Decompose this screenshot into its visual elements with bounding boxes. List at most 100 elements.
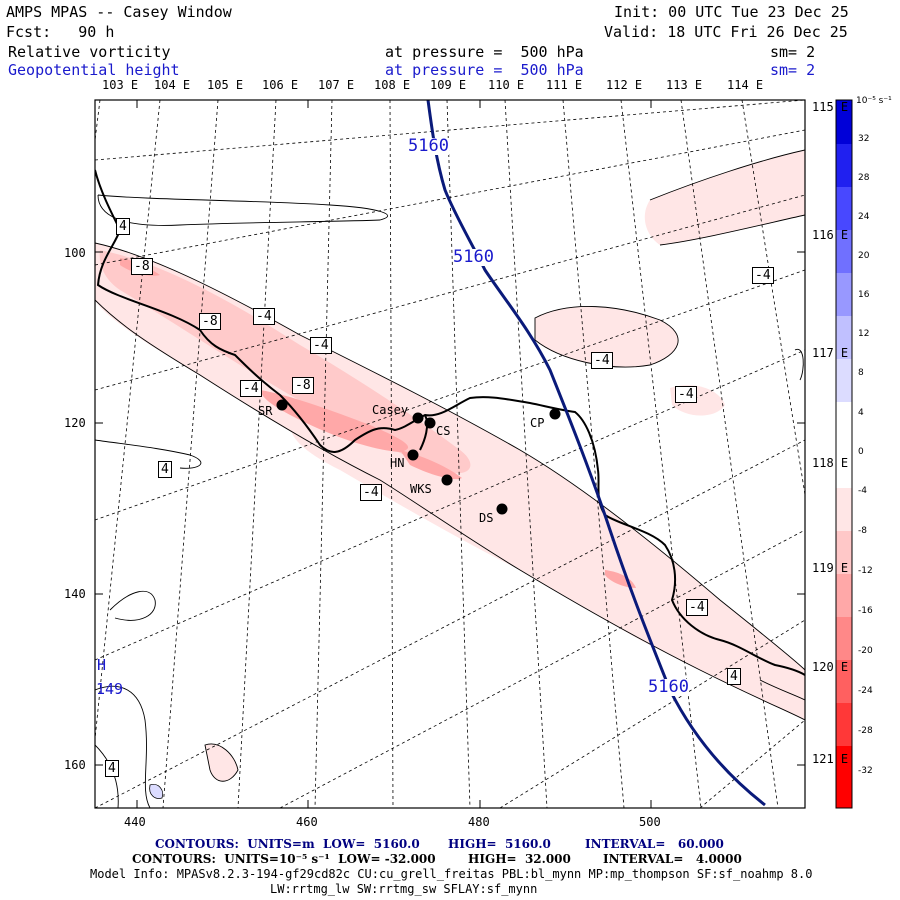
lon-label: 107 E — [318, 78, 355, 92]
right-lon-label: 116 E — [812, 228, 849, 242]
right-lon-label: 120 E — [812, 660, 849, 674]
init-time: Init: 00 UTC Tue 23 Dec 25 — [614, 3, 849, 21]
colorbar-label: -16 — [858, 606, 873, 616]
vort-contour-label: 4 — [105, 760, 119, 777]
right-lon-label: 117 E — [812, 346, 849, 360]
meridian — [680, 100, 779, 808]
footer-vort-contours: CONTOURS: UNITS=10⁻⁵ s⁻¹ LOW= -32.000 — [132, 852, 436, 866]
colorbar-label: -4 — [858, 486, 867, 496]
graticule — [95, 100, 805, 808]
field2-name: Geopotential height — [8, 61, 180, 79]
meridian — [237, 100, 277, 808]
lon-label: 105 E — [207, 78, 244, 92]
vort-contour — [659, 214, 805, 246]
station-dot — [424, 417, 436, 429]
axis-ticks — [95, 100, 805, 808]
vort-contour — [649, 149, 805, 201]
vorticity-contours — [95, 149, 805, 808]
colorbar-label: -12 — [858, 566, 873, 576]
meridian — [504, 100, 548, 808]
y-axis-label: 140 — [64, 587, 86, 601]
vort-contour — [109, 590, 156, 621]
right-lon-label: 119 E — [812, 561, 849, 575]
vort-contour-label: 4 — [158, 461, 172, 478]
footer-vort-high: HIGH= 32.000 — [468, 852, 571, 866]
colorbar-label: 4 — [858, 408, 864, 418]
vort-contour — [794, 348, 804, 381]
vort-contour — [97, 194, 388, 226]
meridian — [389, 100, 394, 808]
parallel — [499, 619, 805, 808]
parallel — [95, 439, 805, 808]
station-label: CS — [436, 424, 451, 438]
vort-band-south — [290, 425, 640, 594]
meridian — [620, 100, 702, 808]
meridian — [446, 100, 471, 808]
meridian — [562, 100, 625, 808]
meridian — [95, 100, 161, 744]
field1-name: Relative vorticity — [8, 43, 171, 61]
footer-vort-interval: INTERVAL= 4.0000 — [603, 852, 742, 866]
vort-contour — [95, 685, 151, 808]
colorbar-label: 16 — [858, 290, 870, 300]
lon-label: 109 E — [430, 78, 467, 92]
vort-spot — [605, 570, 636, 588]
station-label: HN — [390, 456, 405, 470]
colorbar-label: 0 — [858, 447, 864, 457]
parallel — [95, 194, 805, 391]
field1-level: at pressure = 500 hPa — [385, 43, 584, 61]
colorbar-label: -28 — [858, 726, 873, 736]
model-info: Model Info: MPASv8.2.3-194-gf29cd82c CU:… — [90, 867, 813, 881]
parallel — [95, 100, 805, 161]
vort-contour-label: -4 — [253, 308, 275, 325]
footer-height-contours: CONTOURS: UNITS=m LOW= 5160.0 — [155, 837, 420, 851]
x-axis-label: 480 — [468, 815, 490, 829]
station-label: WKS — [410, 482, 432, 496]
model-info-2: LW:rrtmg_lw SW:rrtmg_sw SFLAY:sf_mynn — [270, 882, 538, 896]
vort-contour-label: -4 — [310, 337, 332, 354]
colorbar-label: 20 — [858, 251, 870, 261]
vort-contour — [759, 679, 805, 701]
height-contour-label: 5160 — [453, 247, 494, 267]
x-axis-label: 500 — [639, 815, 661, 829]
field2-level: at pressure = 500 hPa — [385, 61, 584, 79]
x-axis-label: 440 — [124, 815, 146, 829]
parallel — [95, 269, 805, 521]
lon-label: 110 E — [488, 78, 525, 92]
lon-label: 111 E — [546, 78, 583, 92]
station-dot — [276, 399, 288, 411]
vort-ne-band — [644, 150, 805, 245]
lon-label: 104 E — [154, 78, 191, 92]
height-contour — [426, 100, 766, 807]
field2-smoothing: sm= 2 — [770, 61, 816, 79]
y-axis-label: 160 — [64, 758, 86, 772]
lon-label: 103 E — [102, 78, 139, 92]
vort-positive-spot — [149, 783, 164, 799]
vort-contour-label: -8 — [292, 377, 314, 394]
height-line-5160 — [426, 100, 766, 807]
vort-contour — [95, 299, 805, 721]
right-lon-label: 115 E — [812, 100, 849, 114]
vort-core — [260, 390, 409, 452]
vort-contour-label: -4 — [360, 484, 382, 501]
station-label: DS — [479, 511, 494, 525]
station-label: CP — [530, 416, 545, 430]
vort-contour-label: -4 — [752, 267, 774, 284]
vort-contour-label: -8 — [131, 258, 153, 275]
lon-label: 108 E — [374, 78, 411, 92]
station-dot — [441, 474, 453, 486]
high-marker: H — [97, 656, 107, 674]
vorticity-shading — [95, 150, 805, 799]
right-lon-label: 121 E — [812, 752, 849, 766]
height-contour-label: 5160 — [408, 136, 449, 156]
colorbar — [835, 99, 853, 809]
vort-contour-label: 4 — [116, 218, 130, 235]
map-title: AMPS MPAS -- Casey Window — [6, 3, 232, 21]
lon-label: 112 E — [606, 78, 643, 92]
vort-core-2 — [400, 450, 462, 480]
vort-contour-label: -4 — [686, 599, 708, 616]
valid-time: Valid: 18 UTC Fri 26 Dec 25 — [604, 23, 848, 41]
station-dot — [496, 503, 508, 515]
footer-height-interval: INTERVAL= 60.000 — [585, 837, 724, 851]
colorbar-label: 24 — [858, 212, 870, 222]
